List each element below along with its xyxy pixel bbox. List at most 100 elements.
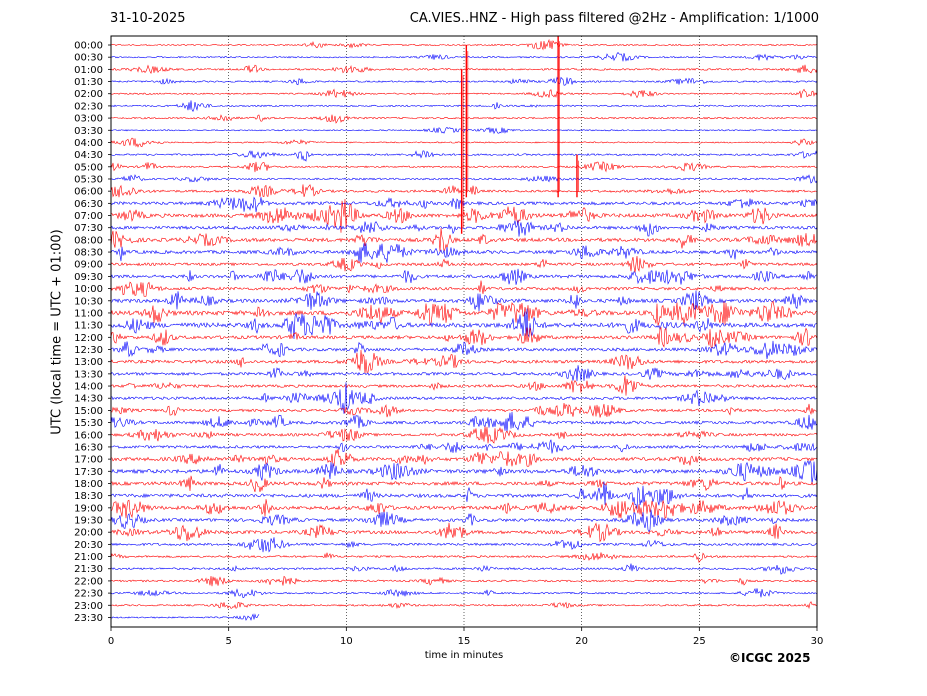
trace-line bbox=[111, 375, 817, 396]
seismic-traces bbox=[111, 38, 817, 621]
x-tick-label: 25 bbox=[693, 636, 706, 647]
trace-line bbox=[111, 411, 817, 433]
trace-line bbox=[111, 402, 817, 418]
trace-line bbox=[111, 196, 817, 213]
trace-line bbox=[111, 280, 817, 297]
x-tick-label: 30 bbox=[811, 636, 824, 647]
plot-frame bbox=[110, 35, 818, 628]
row-label: 18:30 bbox=[74, 491, 103, 502]
row-label: 08:00 bbox=[74, 235, 103, 246]
trace-line bbox=[111, 243, 817, 263]
trace-line bbox=[111, 300, 817, 327]
row-label: 13:00 bbox=[74, 357, 103, 368]
trace-line bbox=[111, 198, 817, 233]
trace-line bbox=[111, 460, 817, 484]
row-label: 16:30 bbox=[74, 442, 103, 453]
row-label: 05:00 bbox=[74, 162, 103, 173]
date-label: 31-10-2025 bbox=[110, 11, 186, 26]
row-label: 22:30 bbox=[74, 589, 103, 600]
trace-line bbox=[111, 439, 817, 454]
trace-line bbox=[111, 587, 817, 599]
row-label: 03:30 bbox=[74, 126, 103, 137]
row-label: 04:00 bbox=[74, 138, 103, 149]
trace-line bbox=[111, 308, 817, 339]
trace-line bbox=[111, 537, 817, 553]
row-label: 16:00 bbox=[74, 430, 103, 441]
row-label: 02:30 bbox=[74, 101, 103, 112]
row-label: 06:00 bbox=[74, 187, 103, 198]
trace-line bbox=[111, 64, 817, 74]
trace-line bbox=[111, 100, 817, 112]
trace-line bbox=[111, 256, 817, 273]
row-label: 10:30 bbox=[74, 296, 103, 307]
row-label: 02:00 bbox=[74, 89, 103, 100]
row-label: 22:00 bbox=[74, 576, 103, 587]
trace-line bbox=[111, 522, 817, 543]
x-tick-label: 10 bbox=[340, 636, 353, 647]
row-label: 19:00 bbox=[74, 503, 103, 514]
trace-line bbox=[111, 38, 817, 51]
trace-line bbox=[111, 150, 817, 162]
trace-line bbox=[111, 174, 817, 184]
trace-line bbox=[111, 340, 817, 359]
row-label: 00:30 bbox=[74, 53, 103, 64]
trace-line bbox=[111, 475, 817, 493]
trace-line bbox=[111, 161, 817, 173]
row-label: 12:30 bbox=[74, 345, 103, 356]
copyright-label: ©ICGC 2025 bbox=[729, 651, 811, 665]
trace-line bbox=[111, 365, 817, 382]
trace-line bbox=[111, 382, 817, 414]
trace-line bbox=[111, 184, 817, 198]
row-label: 09:00 bbox=[74, 260, 103, 271]
trace-line bbox=[111, 268, 817, 285]
trace-line bbox=[111, 88, 817, 99]
row-label: 05:30 bbox=[74, 174, 103, 185]
x-tick-label: 5 bbox=[225, 636, 231, 647]
row-label: 12:00 bbox=[74, 333, 103, 344]
trace-line bbox=[111, 326, 817, 349]
row-label: 00:00 bbox=[74, 41, 103, 52]
row-label: 07:00 bbox=[74, 211, 103, 222]
trace-line bbox=[111, 552, 817, 563]
trace-line bbox=[111, 563, 817, 575]
x-tick-label: 0 bbox=[108, 636, 114, 647]
trace-line bbox=[111, 481, 817, 510]
trace-line bbox=[111, 499, 817, 519]
row-label: 10:00 bbox=[74, 284, 103, 295]
row-label: 19:30 bbox=[74, 516, 103, 527]
row-label: 01:30 bbox=[74, 77, 103, 88]
row-label: 11:00 bbox=[74, 308, 103, 319]
row-label: 13:30 bbox=[74, 369, 103, 380]
row-label: 21:00 bbox=[74, 552, 103, 563]
x-axis-label: time in minutes bbox=[424, 650, 504, 661]
trace-line bbox=[111, 76, 817, 86]
row-label: 08:30 bbox=[74, 248, 103, 259]
trace-line bbox=[111, 601, 817, 610]
x-tick-label: 20 bbox=[575, 636, 588, 647]
trace-line bbox=[111, 509, 817, 533]
trace-line bbox=[111, 220, 817, 237]
trace-line bbox=[111, 350, 817, 374]
trace-line bbox=[111, 114, 817, 124]
row-label: 18:00 bbox=[74, 479, 103, 490]
row-label: 23:30 bbox=[74, 613, 103, 624]
grid-lines bbox=[228, 36, 700, 627]
row-label: 11:30 bbox=[74, 321, 103, 332]
row-label: 06:30 bbox=[74, 199, 103, 210]
row-label: 15:00 bbox=[74, 406, 103, 417]
chart-title: CA.VIES..HNZ - High pass filtered @2Hz -… bbox=[409, 11, 819, 26]
row-label: 14:30 bbox=[74, 394, 103, 405]
row-label: 03:00 bbox=[74, 114, 103, 125]
trace-line bbox=[111, 290, 817, 312]
x-axis-ticks: 0 5 10 15 20 25 30 bbox=[108, 627, 824, 647]
trace-line bbox=[111, 575, 817, 587]
x-tick-label: 15 bbox=[458, 636, 471, 647]
trace-line bbox=[111, 126, 817, 135]
spike-events bbox=[460, 36, 579, 234]
row-label: 09:30 bbox=[74, 272, 103, 283]
row-label: 15:30 bbox=[74, 418, 103, 429]
trace-line bbox=[111, 137, 817, 148]
row-label: 17:30 bbox=[74, 467, 103, 478]
